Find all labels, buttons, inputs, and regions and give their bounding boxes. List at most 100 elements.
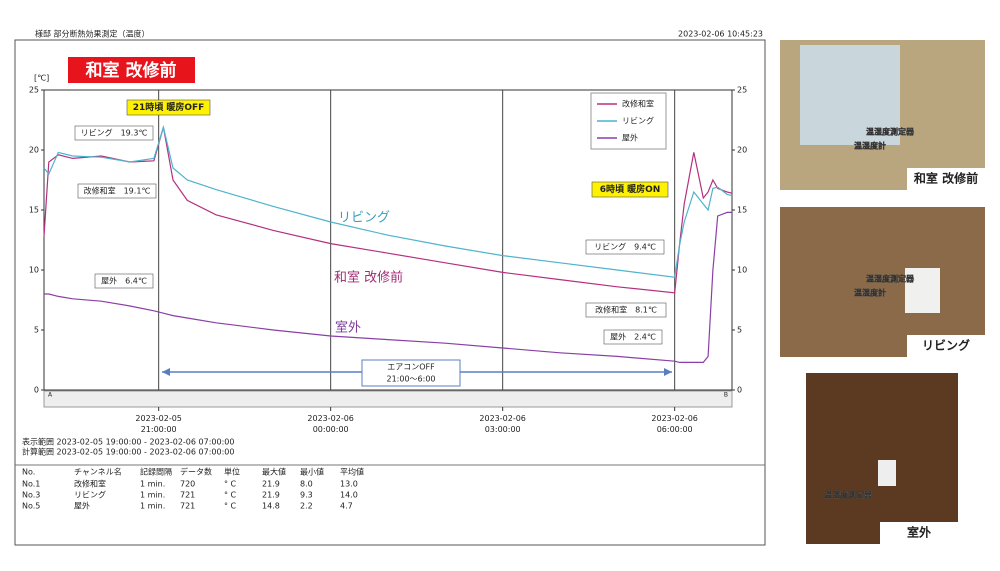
value-callout: 改修和室 8.1℃ bbox=[595, 305, 657, 315]
scrollbar bbox=[43, 390, 733, 408]
table-cell: 721 bbox=[180, 502, 195, 511]
table-cell: 720 bbox=[180, 480, 195, 489]
y-tick-label: 20 bbox=[29, 146, 39, 155]
caption-box bbox=[907, 335, 985, 357]
value-callout: 屋外 2.4℃ bbox=[610, 332, 656, 342]
value-callout-box bbox=[94, 273, 154, 289]
photo-caption: 和室 改修前 bbox=[913, 171, 978, 186]
table-cell: 2.2 bbox=[300, 502, 313, 511]
table-cell: 8.0 bbox=[300, 480, 313, 489]
line bbox=[44, 211, 732, 363]
value-callout-box bbox=[77, 183, 157, 199]
photo-label: 温湿度測定器 bbox=[866, 274, 915, 284]
value-callout-box bbox=[74, 125, 154, 141]
table-cell: 4.7 bbox=[340, 502, 353, 511]
y-tick-label: 25 bbox=[29, 86, 39, 95]
y2-tick-label: 5 bbox=[737, 326, 742, 335]
photo-thermometer bbox=[905, 268, 940, 313]
photo-label: 温湿度計 bbox=[854, 288, 886, 298]
table-cell: 21.9 bbox=[262, 491, 280, 500]
y2-tick-label: 10 bbox=[737, 266, 747, 275]
chart-title: 和室 改修前 bbox=[86, 60, 177, 81]
table-cell: 14.8 bbox=[262, 502, 280, 511]
y-tick-label: 0 bbox=[34, 386, 39, 395]
y2-tick-label: 25 bbox=[737, 86, 747, 95]
table-cell: 721 bbox=[180, 491, 195, 500]
table-cell: 屋外 bbox=[74, 501, 90, 511]
y-tick-label: 10 bbox=[29, 266, 39, 275]
value-callout-box bbox=[603, 329, 663, 345]
photo-label: 温湿度測定器 bbox=[866, 127, 915, 137]
table-cell: No.1 bbox=[22, 480, 40, 489]
callout: 21時頃 暖房OFF bbox=[133, 101, 205, 113]
callout-box bbox=[126, 99, 211, 116]
value-callout-box bbox=[585, 302, 667, 318]
y2-tick-label: 0 bbox=[737, 386, 742, 395]
table-cell: 14.0 bbox=[340, 491, 358, 500]
value-callout: リビング 9.4℃ bbox=[594, 242, 656, 252]
table-cell: 改修和室 bbox=[74, 479, 106, 489]
photo-caption: 室外 bbox=[907, 525, 931, 540]
photo-label: 温湿度計 bbox=[854, 141, 886, 151]
legend-label: リビング bbox=[622, 116, 654, 126]
table-cell: No.3 bbox=[22, 491, 40, 500]
photo bbox=[806, 373, 958, 544]
table-header: 単位 bbox=[224, 467, 240, 477]
callout-box bbox=[591, 181, 669, 198]
table-header: 記録間隔 bbox=[140, 467, 172, 477]
table-cell: ° C bbox=[224, 502, 237, 511]
table-header: 最小値 bbox=[300, 467, 324, 477]
x-tick-label: 2023-02-05 21:00:00 bbox=[135, 414, 182, 434]
table-cell: 1 min. bbox=[140, 491, 165, 500]
table-cell: ° C bbox=[224, 480, 237, 489]
timestamp: 2023-02-06 10:45:23 bbox=[678, 30, 763, 39]
value-callout: 改修和室 19.1℃ bbox=[84, 186, 151, 196]
photo-sensor bbox=[878, 460, 896, 486]
caption-box bbox=[880, 522, 958, 544]
table-cell: 1 min. bbox=[140, 502, 165, 511]
table-cell: 21.9 bbox=[262, 480, 280, 489]
series-label: 室外 bbox=[335, 320, 361, 336]
table-cell: 13.0 bbox=[340, 480, 358, 489]
table-cell: ° C bbox=[224, 491, 237, 500]
photo-caption: リビング bbox=[922, 338, 970, 353]
x-tick-label: 2023-02-06 06:00:00 bbox=[651, 414, 698, 434]
x-tick-label: 2023-02-06 00:00:00 bbox=[307, 414, 354, 434]
value-callout: リビング 19.3℃ bbox=[81, 128, 148, 138]
table-cell: 1 min. bbox=[140, 480, 165, 489]
legend-label: 改修和室 bbox=[622, 99, 654, 109]
photo bbox=[780, 207, 985, 357]
header-title: 様邸 部分断熱効果測定（温度） bbox=[35, 29, 150, 39]
title-box bbox=[68, 57, 195, 83]
value-callout-box bbox=[585, 239, 665, 255]
scroll-b: B bbox=[724, 392, 728, 399]
series-label: リビング bbox=[338, 211, 390, 226]
caption-box bbox=[907, 168, 985, 190]
table-header: 平均値 bbox=[340, 467, 364, 477]
series-label: 和室 改修前 bbox=[334, 270, 403, 286]
table-cell: リビング bbox=[74, 490, 106, 500]
unit: [℃] bbox=[34, 74, 49, 83]
scroll-a: A bbox=[48, 392, 53, 399]
table-cell: No.5 bbox=[22, 502, 40, 511]
x-tick-label: 2023-02-06 03:00:00 bbox=[479, 414, 526, 434]
line bbox=[43, 124, 733, 278]
period-label: エアコンOFF bbox=[387, 363, 435, 372]
period-label: 21:00〜6:00 bbox=[386, 375, 435, 384]
range: 計算範囲 2023-02-05 19:00:00 - 2023-02-06 07… bbox=[22, 447, 234, 457]
photo-window bbox=[800, 45, 900, 145]
y2-tick-label: 20 bbox=[737, 146, 747, 155]
table-header: チャンネル名 bbox=[74, 467, 122, 477]
plot-area bbox=[43, 89, 733, 391]
y-tick-label: 15 bbox=[29, 206, 39, 215]
period-box bbox=[361, 359, 461, 387]
photo-label: 温湿度測定器 bbox=[824, 490, 873, 500]
range: 表示範囲 2023-02-05 19:00:00 - 2023-02-06 07… bbox=[22, 437, 234, 447]
table-cell: 9.3 bbox=[300, 491, 313, 500]
legend-label: 屋外 bbox=[622, 133, 638, 143]
table-header: 最大値 bbox=[262, 467, 286, 477]
callout: 6時頃 暖房ON bbox=[600, 183, 661, 195]
value-callout: 屋外 6.4℃ bbox=[101, 276, 147, 286]
table-header: データ数 bbox=[180, 467, 212, 477]
